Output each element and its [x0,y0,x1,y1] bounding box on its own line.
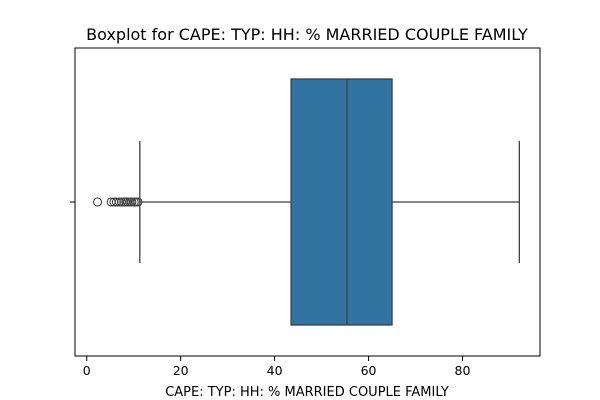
iqr-box [290,78,393,326]
x-tick-label: 20 [173,363,189,378]
x-tick-label: 0 [83,363,91,378]
outlier-point [133,197,143,207]
outlier-point [92,197,103,207]
x-tick-label: 60 [361,363,377,378]
chart-title: Boxplot for CAPE: TYP: HH: % MARRIED COU… [86,25,528,44]
x-axis-label: CAPE: TYP: HH: % MARRIED COUPLE FAMILY [165,385,449,400]
x-tick-label: 40 [267,363,283,378]
x-axis-ticks: 0 20 40 60 80 [83,356,471,378]
chart-marks [92,78,520,326]
outlier-point [127,197,137,207]
x-tick-label: 80 [455,363,471,378]
